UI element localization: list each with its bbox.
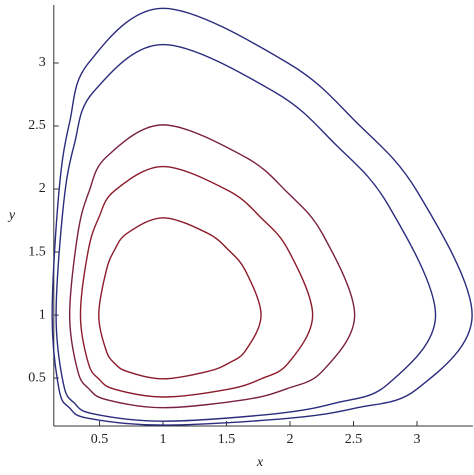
contour-line [55, 43, 437, 422]
y-tick-label: 1.5 [28, 244, 46, 259]
contour-line [51, 7, 473, 426]
x-tick-label: 2 [287, 432, 294, 447]
y-tick-label: 2 [39, 181, 46, 196]
x-tick-label: 3 [414, 432, 421, 447]
y-axis-label: y [7, 208, 16, 223]
x-tick-label: 1 [160, 432, 167, 447]
x-tick-label: 2.5 [345, 432, 363, 447]
y-tick-label: 1 [39, 307, 46, 322]
x-axis-label: x [256, 455, 264, 470]
x-tick-label: 1.5 [218, 432, 236, 447]
contour-line [79, 165, 314, 398]
y-tick-label: 3 [39, 55, 46, 70]
contour-line [68, 124, 356, 409]
x-tick-label: 0.5 [91, 432, 109, 447]
y-tick-label: 0.5 [28, 370, 46, 385]
contour-line [98, 217, 262, 380]
y-tick-label: 2.5 [28, 118, 46, 133]
